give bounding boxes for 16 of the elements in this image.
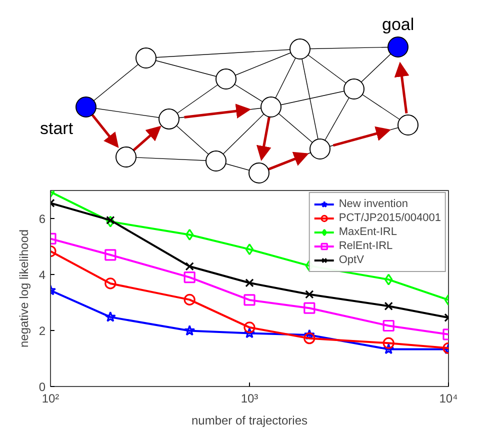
- legend-label: OptV: [338, 253, 364, 267]
- text: start: [40, 119, 74, 138]
- x-axis-title: number of trajectories: [191, 414, 308, 428]
- y-tick-label: 4: [38, 268, 46, 282]
- y-tick-label: 0: [38, 380, 46, 394]
- y-tick-label: 2: [38, 324, 46, 338]
- x-tick-label: 10³: [240, 392, 258, 406]
- legend-label: PCT/JP2015/004001: [338, 211, 441, 225]
- x-tick-label: 10⁴: [439, 392, 458, 406]
- text: goal: [382, 15, 414, 34]
- legend-label: RelEnt-IRL: [338, 239, 393, 253]
- y-axis-title: negative log likelihood: [16, 229, 31, 348]
- legend-label: MaxEnt-IRL: [338, 225, 397, 239]
- legend-label: New invention: [338, 197, 408, 211]
- x-tick-label: 10²: [42, 392, 60, 406]
- y-tick-label: 6: [38, 212, 46, 226]
